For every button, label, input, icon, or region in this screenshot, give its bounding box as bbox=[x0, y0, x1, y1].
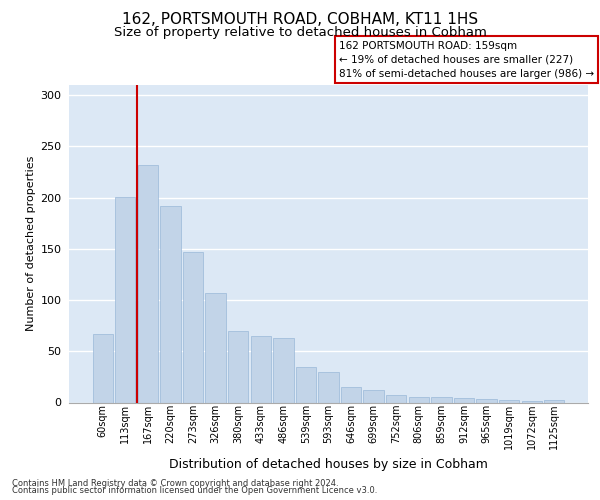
Bar bbox=[431, 398, 452, 402]
Y-axis label: Number of detached properties: Number of detached properties bbox=[26, 156, 36, 332]
Bar bbox=[92, 334, 113, 402]
Bar bbox=[251, 336, 271, 402]
Text: 162 PORTSMOUTH ROAD: 159sqm
← 19% of detached houses are smaller (227)
81% of se: 162 PORTSMOUTH ROAD: 159sqm ← 19% of det… bbox=[339, 40, 594, 78]
Bar bbox=[205, 293, 226, 403]
Bar bbox=[454, 398, 474, 402]
Bar bbox=[228, 331, 248, 402]
Bar bbox=[115, 196, 136, 402]
Bar bbox=[364, 390, 384, 402]
Bar bbox=[386, 396, 406, 402]
Text: Contains public sector information licensed under the Open Government Licence v3: Contains public sector information licen… bbox=[12, 486, 377, 495]
Bar bbox=[273, 338, 293, 402]
Bar bbox=[296, 366, 316, 402]
Text: 162, PORTSMOUTH ROAD, COBHAM, KT11 1HS: 162, PORTSMOUTH ROAD, COBHAM, KT11 1HS bbox=[122, 12, 478, 28]
Bar bbox=[341, 387, 361, 402]
Text: Size of property relative to detached houses in Cobham: Size of property relative to detached ho… bbox=[113, 26, 487, 39]
Text: Contains HM Land Registry data © Crown copyright and database right 2024.: Contains HM Land Registry data © Crown c… bbox=[12, 478, 338, 488]
Bar bbox=[183, 252, 203, 402]
Bar bbox=[409, 398, 429, 402]
Bar bbox=[476, 400, 497, 402]
Bar bbox=[160, 206, 181, 402]
X-axis label: Distribution of detached houses by size in Cobham: Distribution of detached houses by size … bbox=[169, 458, 488, 470]
Bar bbox=[544, 400, 565, 402]
Bar bbox=[319, 372, 338, 402]
Bar bbox=[499, 400, 519, 402]
Bar bbox=[138, 165, 158, 402]
